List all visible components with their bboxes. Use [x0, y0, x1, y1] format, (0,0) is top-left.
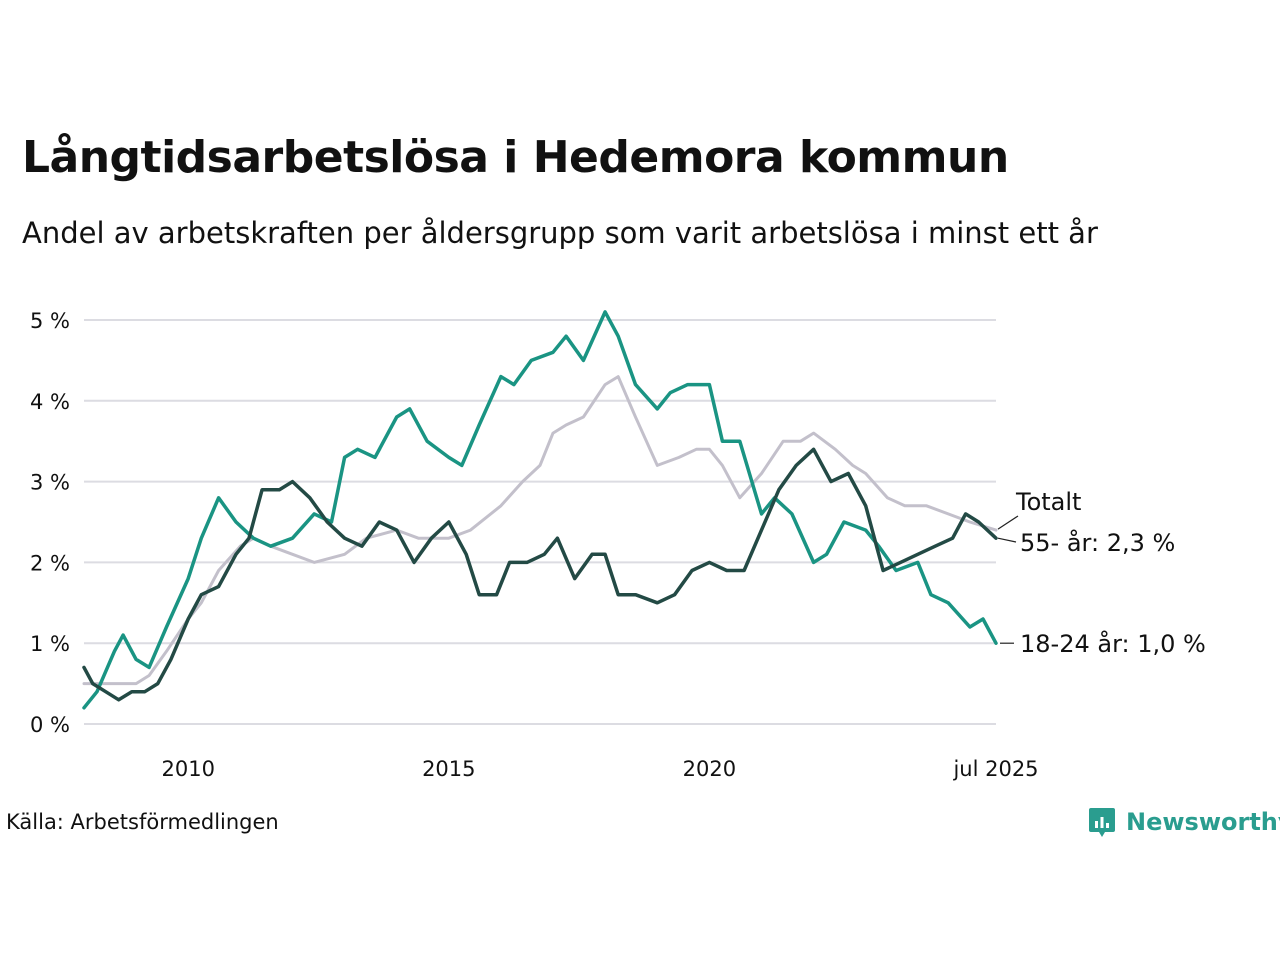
line-chart: 0 %1 %2 %3 %4 %5 % 2010 2015 2020 jul 2025 …: [30, 309, 1206, 781]
series-label-total: Totalt: [1015, 488, 1081, 516]
x-tick-label: jul 2025: [952, 757, 1038, 781]
source-note: Källa: Arbetsförmedlingen: [6, 810, 279, 834]
series-line-total: [82, 375, 998, 686]
old-label-leader: [997, 537, 1017, 543]
series-labels: Totalt 55- år: 2,3 % 18-24 år: 1,0 %: [997, 488, 1206, 658]
x-tick-label: 2010: [162, 757, 215, 781]
series-label-old: 55- år: 2,3 %: [1020, 528, 1175, 557]
brand-logo: Newsworthy: [1088, 804, 1280, 840]
x-tick-label: 2015: [422, 757, 475, 781]
y-tick-label: 5 %: [30, 309, 70, 333]
x-axis-ticks: 2010 2015 2020 jul 2025: [162, 757, 1039, 781]
brand-name: Newsworthy: [1126, 808, 1280, 836]
series-line-young: [82, 310, 998, 710]
x-tick-label: 2020: [683, 757, 736, 781]
series-line-old: [82, 447, 998, 702]
chart-subtitle: Andel av arbetskraften per åldersgrupp s…: [22, 216, 1098, 250]
newsworthy-logo-icon: [1089, 808, 1115, 837]
y-tick-label: 1 %: [30, 632, 70, 656]
y-tick-label: 0 %: [30, 713, 70, 737]
series-lines: [82, 310, 998, 710]
y-tick-label: 2 %: [30, 551, 70, 575]
chart-title: Långtidsarbetslösa i Hedemora kommun: [22, 132, 1009, 183]
total-label-leader: [997, 515, 1019, 530]
y-tick-label: 4 %: [30, 390, 70, 414]
grid-lines: [84, 319, 996, 725]
series-label-young: 18-24 år: 1,0 %: [1020, 629, 1206, 658]
y-tick-label: 3 %: [30, 471, 70, 495]
y-axis-ticks: 0 % 1 % 2 % 3 % 4 % 5 %: [30, 309, 70, 737]
